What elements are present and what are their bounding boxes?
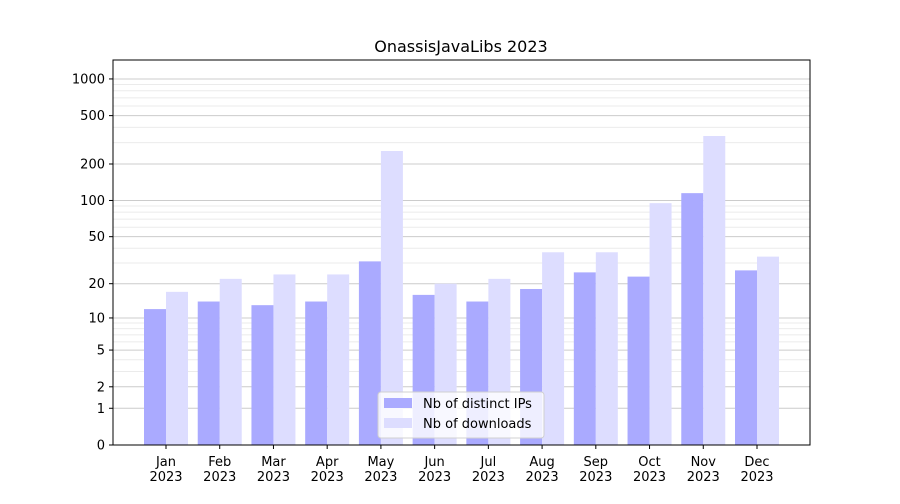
bar-downloads [327,274,350,445]
bar-downloads [703,136,726,445]
legend-box [377,391,545,439]
x-tick-label: Apr 2023 [311,455,344,485]
y-tick-label: 2 [97,380,105,395]
x-tick-label: Mar 2023 [257,455,290,485]
legend-label: Nb of distinct IPs [423,397,532,412]
legend: Nb of distinct IPs Nb of downloads [377,391,545,439]
legend-label: Nb of downloads [423,417,532,432]
plot-frame [112,59,811,446]
bar-distinct-ips [735,270,757,445]
legend-swatch [384,398,412,408]
chart-title: OnassisJavaLibs 2023 [374,37,547,56]
x-tick-label: Jun 2023 [418,455,451,485]
x-tick-label: Sep 2023 [579,455,612,485]
bar-downloads [595,252,618,445]
bar-distinct-ips [305,301,328,445]
bar-distinct-ips [358,261,381,445]
bar-downloads [219,278,242,445]
x-tick-label: Dec 2023 [740,455,773,485]
x-tick-label: Jul 2023 [472,455,505,485]
y-tick-label: 5 [97,344,105,359]
bar-downloads [757,256,779,445]
bar-downloads [380,150,403,445]
legend-swatch [384,418,412,428]
y-tick-label: 1 [97,402,105,417]
y-tick-label: 10 [88,311,105,326]
bar-distinct-ips [681,193,704,445]
y-tick-label: 500 [80,109,105,124]
y-tick-label: 0 [97,439,105,454]
y-tick-label: 20 [88,277,105,292]
x-tick-label: Feb 2023 [203,455,236,485]
bar-distinct-ips [197,301,220,445]
bar-downloads [542,252,565,445]
bar-downloads [649,203,672,445]
x-tick-label: May 2023 [364,455,397,485]
bar-downloads [166,291,188,445]
bar-distinct-ips [251,305,274,445]
y-tick-label: 200 [80,158,105,173]
bar-downloads [273,274,296,445]
bar-distinct-ips [144,309,166,445]
bar-distinct-ips [627,276,650,445]
y-tick-label: 50 [88,230,105,245]
x-tick-label: Aug 2023 [526,455,559,485]
bar-distinct-ips [573,272,596,445]
x-tick-label: Oct 2023 [633,455,666,485]
x-tick-label: Nov 2023 [687,455,720,485]
x-tick-label: Jan 2023 [149,455,182,485]
y-tick-label: 1000 [72,72,105,87]
y-tick-label: 100 [80,194,105,209]
